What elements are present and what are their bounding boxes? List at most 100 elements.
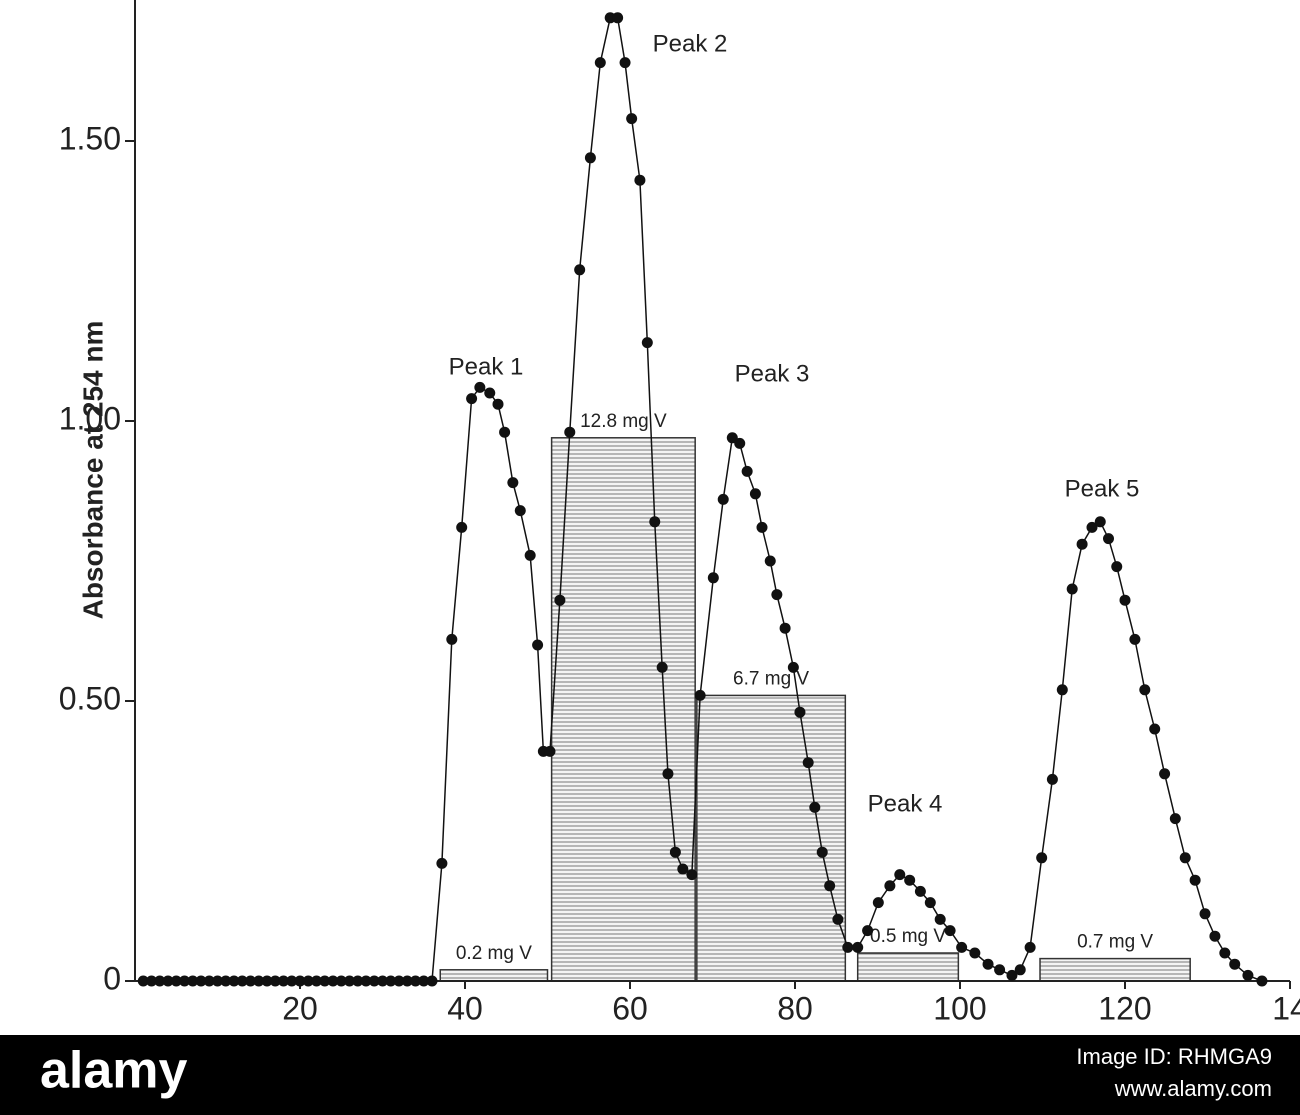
peak-label: Peak 5 xyxy=(1065,475,1140,502)
data-point xyxy=(436,857,448,869)
data-point xyxy=(1119,594,1131,606)
data-point xyxy=(1199,908,1211,920)
data-point xyxy=(649,516,661,528)
data-point xyxy=(228,975,240,987)
data-point xyxy=(410,975,421,987)
data-point xyxy=(1066,583,1078,595)
peak-label: Peak 1 xyxy=(449,353,524,380)
data-point xyxy=(1242,969,1254,981)
x-tick-label: 120 xyxy=(1098,990,1151,1026)
data-point xyxy=(212,975,223,987)
data-point xyxy=(344,975,355,987)
data-point xyxy=(474,381,486,393)
data-point xyxy=(278,975,289,987)
data-point xyxy=(1179,852,1191,864)
data-point xyxy=(852,941,864,953)
data-point xyxy=(1046,773,1058,785)
data-point xyxy=(245,975,256,987)
data-point xyxy=(146,975,157,987)
data-point xyxy=(969,947,981,959)
data-point xyxy=(236,975,248,987)
data-point xyxy=(1159,768,1171,780)
data-point xyxy=(187,975,199,987)
fraction-bar xyxy=(856,952,960,982)
data-point xyxy=(741,465,753,477)
data-point xyxy=(1014,964,1026,976)
data-point xyxy=(862,925,874,937)
data-point xyxy=(619,57,631,69)
peak-label: Peak 3 xyxy=(735,360,810,387)
data-point xyxy=(1086,521,1098,533)
watermark-url: www.alamy.com xyxy=(1114,1076,1272,1101)
data-point xyxy=(584,152,596,164)
watermark-logo: alamy xyxy=(40,1042,188,1100)
data-point xyxy=(707,572,719,584)
data-point xyxy=(832,913,844,925)
data-point xyxy=(179,975,190,987)
data-point xyxy=(484,387,496,399)
data-point xyxy=(764,555,776,567)
data-point xyxy=(944,925,956,937)
data-point xyxy=(261,975,273,987)
data-point xyxy=(749,488,761,500)
data-point xyxy=(872,897,884,909)
x-tick-label: 80 xyxy=(777,990,813,1026)
data-point xyxy=(564,426,576,438)
data-point xyxy=(982,958,994,970)
data-point xyxy=(694,689,706,701)
data-point xyxy=(1111,561,1123,573)
data-point xyxy=(302,975,314,987)
data-point xyxy=(1056,684,1068,696)
data-point xyxy=(734,437,746,449)
data-point xyxy=(994,964,1006,976)
data-point xyxy=(842,941,854,953)
fraction-bar xyxy=(439,969,549,982)
data-point xyxy=(669,846,681,858)
data-point xyxy=(1149,723,1161,735)
y-tick-label: 0 xyxy=(103,960,121,996)
data-point xyxy=(492,398,504,410)
data-point xyxy=(170,975,182,987)
data-point xyxy=(311,975,322,987)
data-point xyxy=(377,975,388,987)
data-point xyxy=(677,863,689,875)
data-point xyxy=(352,975,364,987)
data-point xyxy=(626,113,638,125)
x-tick-label: 20 xyxy=(282,990,318,1026)
data-point xyxy=(641,337,653,349)
data-point xyxy=(656,661,668,673)
data-point xyxy=(787,661,799,673)
fraction-label: 6.7 mg V xyxy=(733,668,809,689)
data-point xyxy=(1169,813,1181,825)
data-point xyxy=(956,941,968,953)
data-point xyxy=(162,975,174,987)
data-point xyxy=(335,975,347,987)
data-point xyxy=(824,880,836,892)
data-point xyxy=(771,589,783,601)
fraction-label: 0.2 mg V xyxy=(456,943,532,964)
data-point xyxy=(756,521,768,533)
data-point xyxy=(554,594,566,606)
data-point xyxy=(809,801,821,813)
data-point xyxy=(717,493,729,505)
x-tick-label: 14 xyxy=(1272,990,1300,1026)
data-point xyxy=(884,880,896,892)
fraction-bar xyxy=(550,437,696,982)
data-point xyxy=(1094,516,1106,528)
data-point xyxy=(1129,633,1141,645)
x-tick-label: 60 xyxy=(612,990,648,1026)
data-point xyxy=(914,885,926,897)
data-point xyxy=(393,975,405,987)
data-point xyxy=(426,975,438,987)
data-point xyxy=(894,869,906,881)
y-tick-label: 0.50 xyxy=(59,680,121,716)
data-point xyxy=(612,12,624,24)
data-point xyxy=(368,975,380,987)
data-point xyxy=(294,975,306,987)
data-point xyxy=(594,57,606,69)
data-point xyxy=(360,975,372,987)
watermark-id: Image ID: RHMGA9 xyxy=(1076,1044,1272,1069)
